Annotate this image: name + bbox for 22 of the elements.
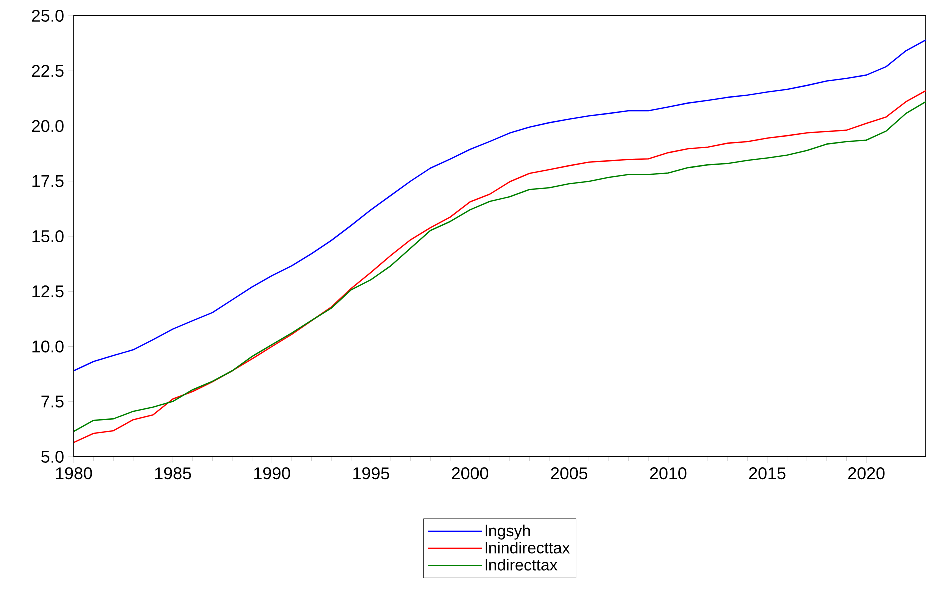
y-tick-label: 10.0 [32, 340, 64, 353]
x-tick-label: 2005 [551, 468, 588, 480]
x-tick-label: 2015 [749, 468, 786, 480]
y-tick-label: 15.0 [32, 230, 64, 243]
x-tick-label: 1990 [254, 468, 290, 480]
y-tick-label: 7.5 [42, 396, 64, 408]
legend-label: lngsyh [486, 524, 530, 540]
x-tick-label: 2000 [452, 468, 489, 480]
y-tick-label: 22.5 [32, 65, 64, 78]
x-tick-label: 2010 [650, 468, 687, 480]
y-tick-label: 20.0 [32, 120, 64, 132]
x-tick-label: 2020 [848, 468, 885, 480]
x-tick-label: 1980 [56, 468, 92, 480]
y-tick-label: 25.0 [32, 10, 64, 22]
y-tick-label: 17.5 [32, 175, 64, 188]
y-tick-label: 12.5 [32, 286, 64, 298]
legend-label: lnindirecttax [486, 542, 570, 554]
line-series [74, 40, 926, 372]
y-tick-label: 5.0 [42, 450, 64, 464]
x-tick-label: 1985 [155, 468, 192, 480]
legend-label: lndirecttax [486, 559, 558, 571]
x-tick-label: 1995 [354, 468, 390, 480]
